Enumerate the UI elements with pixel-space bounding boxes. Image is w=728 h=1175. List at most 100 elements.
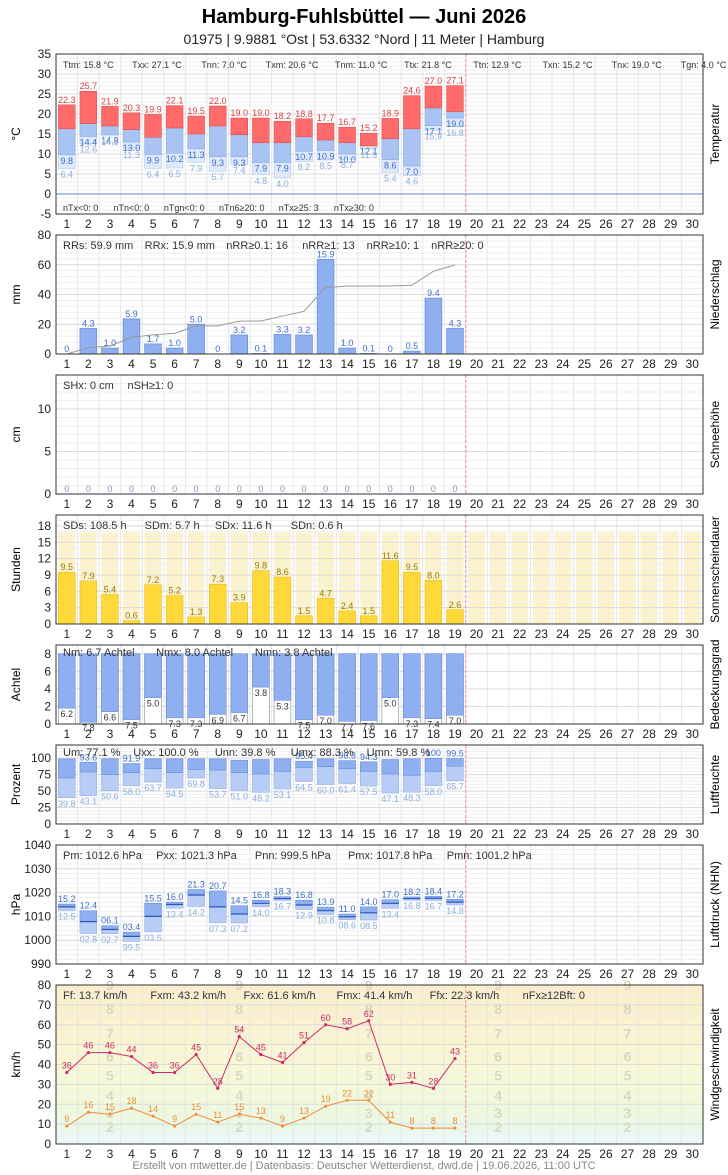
tgrass-label: 11.3: [360, 150, 377, 160]
x-tick-label: 16: [384, 357, 398, 371]
mean-wind-point: [129, 1106, 133, 1110]
rain-label: 1.0: [168, 338, 181, 348]
stat-text: RRx: 15.9 mm: [145, 240, 215, 252]
humid-min-label: 51.0: [231, 791, 249, 801]
gust-label: 30: [385, 1072, 395, 1082]
mean-wind-label: 22: [342, 1088, 352, 1098]
x-tick-label: 9: [236, 217, 243, 231]
gust-label: 36: [62, 1060, 72, 1070]
x-tick-label: 30: [686, 1147, 700, 1161]
humid-high-bar: [360, 761, 378, 772]
x-tick-label: 9: [236, 357, 243, 371]
cloud-bar: [230, 653, 248, 713]
press-high-bar: [122, 931, 141, 937]
gust-point: [453, 1056, 457, 1061]
tmin-label: 10.0: [338, 155, 356, 165]
beaufort-label: 8: [106, 1001, 114, 1017]
tgrass-label: 14.5: [101, 137, 119, 147]
x-tick-label: 4: [128, 727, 135, 741]
y-tick-label: 4: [44, 682, 51, 696]
x-tick-label: 22: [513, 357, 527, 371]
mean-wind-point: [151, 1114, 155, 1118]
tmax-bar: [122, 112, 141, 130]
page-title: Hamburg-Fuhlsbüttel — Juni 2026: [201, 6, 527, 28]
stat-text: SDx: 11.6 h: [215, 520, 272, 532]
x-tick-label: 28: [642, 497, 656, 511]
rain-label: 1.0: [341, 338, 354, 348]
stat-text: Txn: 15.2 °C: [542, 60, 593, 70]
x-tick-label: 11: [276, 1147, 289, 1161]
tmin-label: 14.9: [101, 135, 119, 145]
tmin-bar: [58, 128, 76, 156]
humid-low-bar: [79, 771, 98, 796]
x-tick-label: 17: [405, 357, 419, 371]
humid-low-bar: [424, 771, 443, 787]
x-tick-label: 19: [448, 1147, 462, 1161]
press-max-label: 16.8: [295, 890, 313, 900]
x-tick-label: 21: [491, 357, 505, 371]
x-tick-label: 8: [214, 217, 221, 231]
x-tick-label: 2: [85, 497, 92, 511]
sun-bar: [446, 609, 464, 625]
humid-high-bar: [58, 758, 76, 779]
possible-sun-bar: [662, 532, 680, 624]
x-tick-label: 13: [319, 827, 333, 841]
stat-text: Txx: 27.1 °C: [132, 60, 182, 70]
x-tick-label: 22: [513, 1147, 527, 1161]
stat-text: Ttm: 15.8 °C: [63, 60, 114, 70]
tmin-bar: [122, 129, 141, 143]
tmin-label: 17.1: [425, 127, 443, 137]
x-tick-label: 9: [236, 497, 243, 511]
gust-label: 45: [191, 1043, 201, 1053]
x-tick-label: 16: [384, 727, 398, 741]
tmin-label: 10.2: [166, 154, 184, 164]
press-max-label: 18.3: [274, 887, 292, 897]
x-tick-label: 30: [686, 827, 700, 841]
x-tick-label: 7: [193, 827, 200, 841]
humid-low-bar: [381, 773, 399, 794]
beaufort-label: 2: [494, 1119, 502, 1135]
x-tick-label: 9: [236, 967, 243, 981]
tgrass-label: 11.3: [123, 150, 140, 160]
sun-label: 11.6: [382, 551, 399, 561]
press-max-label: 11.0: [339, 904, 356, 914]
side-label: Windgeschwindigkeit: [708, 1008, 722, 1121]
press-min-label: 07.3: [209, 924, 227, 934]
gust-label: 58: [342, 1017, 352, 1027]
tmin-bar: [295, 136, 313, 152]
possible-sun-bar: [187, 532, 205, 624]
x-tick-label: 15: [362, 217, 376, 231]
x-tick-label: 12: [297, 1147, 311, 1161]
beaufort-label: 7: [365, 1026, 373, 1042]
x-tick-label: 12: [297, 497, 311, 511]
stat-text: Pmx: 1017.8 hPa: [348, 850, 433, 862]
mean-wind-label: 8: [431, 1116, 436, 1126]
x-tick-label: 21: [491, 497, 505, 511]
x-tick-label: 22: [513, 727, 527, 741]
sun-bar: [381, 560, 399, 625]
stat-text: nTx≥30: 0: [334, 203, 374, 213]
humid-min-label: 48.3: [403, 793, 421, 803]
tmax-bar: [295, 118, 313, 138]
x-tick-label: 2: [85, 727, 92, 741]
tmin-label: 7.9: [255, 163, 268, 173]
mean-wind-point: [108, 1112, 112, 1116]
x-tick-label: 26: [599, 497, 613, 511]
rain-bar: [187, 323, 205, 355]
tmin-label: 14.4: [80, 137, 98, 147]
tmax-label: 19.9: [144, 104, 162, 114]
x-tick-label: 7: [193, 967, 200, 981]
x-tick-label: 24: [556, 1147, 570, 1161]
x-tick-label: 2: [85, 967, 92, 981]
press-max-label: 14.0: [360, 897, 378, 907]
beaufort-label: 4: [365, 1087, 373, 1103]
x-tick-label: 27: [621, 497, 635, 511]
beaufort-label: 4: [494, 1087, 502, 1103]
x-tick-label: 13: [319, 967, 333, 981]
y-tick-label: 1020: [24, 886, 51, 900]
plot-frame: [55, 514, 704, 625]
press-min-label: 03.5: [144, 933, 162, 943]
side-label: Temperatur: [708, 104, 722, 165]
sun-bar: [295, 615, 313, 625]
tmin-bar: [144, 136, 162, 155]
